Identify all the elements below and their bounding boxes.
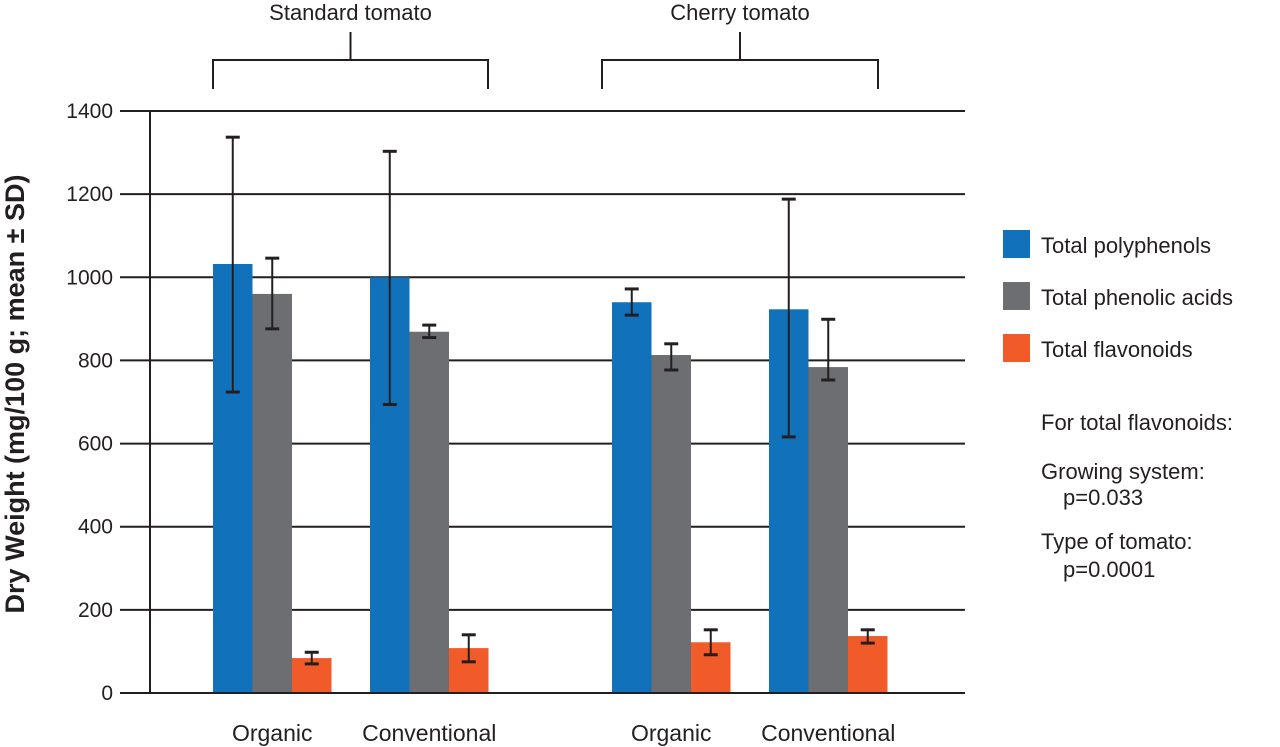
annotation-label-type-of-tomato: Type of tomato: xyxy=(1041,529,1193,554)
annotations: For total flavonoids: Growing system: p=… xyxy=(1041,410,1233,582)
bar-1-1 xyxy=(409,331,449,693)
annotation-label-growing-system: Growing system: xyxy=(1041,459,1205,484)
legend-swatch xyxy=(1003,282,1030,310)
y-tick-label: 600 xyxy=(78,433,113,456)
group-bracket xyxy=(601,59,879,89)
annotation-value-type-of-tomato: p=0.0001 xyxy=(1063,557,1155,582)
legend-label: Total polyphenols xyxy=(1041,233,1211,258)
x-category-labels: Organic Conventional Organic Conventional xyxy=(232,720,895,746)
group-label: Standard tomato xyxy=(269,0,432,25)
bar-2-3 xyxy=(848,636,888,693)
legend: Total polyphenols Total phenolic acids Tot… xyxy=(1003,230,1233,362)
x-category-label: Organic xyxy=(232,720,313,746)
y-tick-label: 0 xyxy=(101,682,113,705)
group-label: Cherry tomato xyxy=(670,0,809,25)
x-category-label: Conventional xyxy=(761,720,895,746)
bar-1-3 xyxy=(808,367,848,693)
y-tick-label: 800 xyxy=(78,349,113,372)
error-bars xyxy=(120,135,965,694)
y-tick-label: 200 xyxy=(78,599,113,622)
y-axis-ticks: 0 200 400 600 800 1000 1200 1400 xyxy=(66,100,113,705)
bar-1-2 xyxy=(651,355,691,693)
y-tick-label: 1000 xyxy=(66,266,113,289)
y-axis-label: Dry Weight (mg/100 g; mean ± SD) xyxy=(0,175,30,614)
y-tick-label: 1200 xyxy=(66,183,113,206)
y-tick-label: 400 xyxy=(78,516,113,539)
legend-swatch xyxy=(1003,230,1030,258)
group-brackets: Standard tomato Cherry tomato xyxy=(212,0,879,89)
x-category-label: Organic xyxy=(631,720,712,746)
y-tick-label: 1400 xyxy=(66,100,113,123)
legend-label: Total flavonoids xyxy=(1041,337,1193,362)
legend-swatch xyxy=(1003,334,1030,362)
annotation-heading: For total flavonoids: xyxy=(1041,410,1233,435)
annotation-value-growing-system: p=0.033 xyxy=(1063,485,1143,510)
bars xyxy=(213,263,888,693)
x-category-label: Conventional xyxy=(362,720,496,746)
bar-0-2 xyxy=(612,302,652,693)
bar-1-0 xyxy=(252,293,292,693)
group-bracket xyxy=(212,59,489,89)
legend-label: Total phenolic acids xyxy=(1041,285,1233,310)
